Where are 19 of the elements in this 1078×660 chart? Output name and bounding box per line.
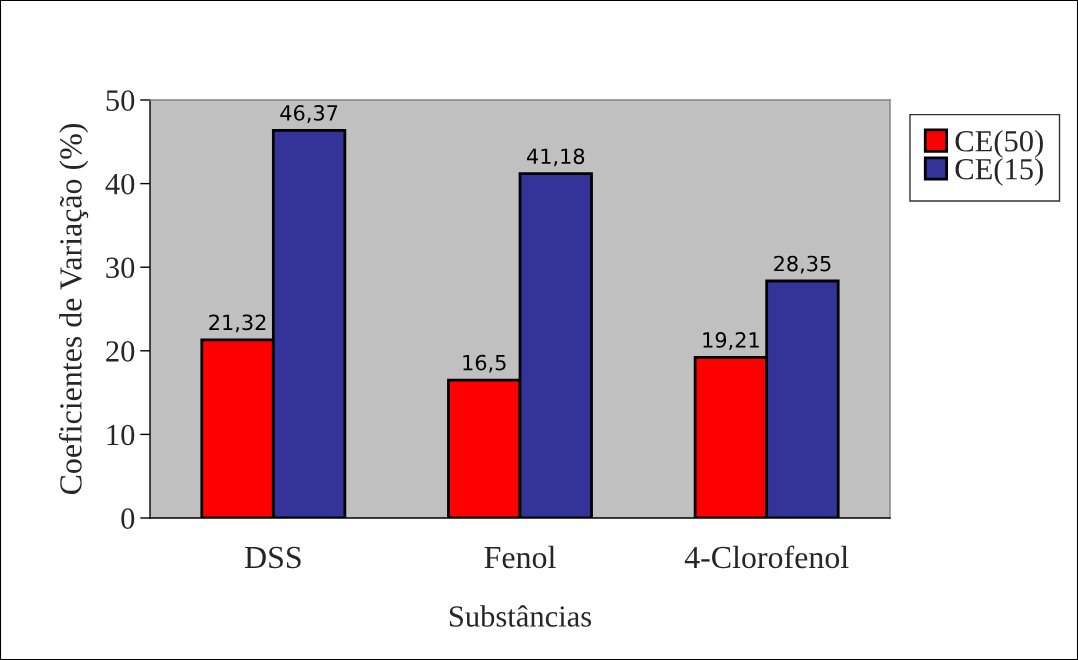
x-axis-title: Substâncias [449,605,592,627]
data-label: 16,5 [463,354,506,373]
data-label: 41,18 [526,148,585,167]
x-tick-label: DSS [244,546,301,569]
legend-label: CE(15) [955,157,1043,186]
legend-label: CE(50) [955,130,1043,158]
y-tick-label: 20 [106,341,135,362]
x-tick-label: 4-Clorofenol [684,545,849,569]
y-tick-label: 50 [106,90,135,111]
data-label: 19,21 [703,332,759,350]
data-label: 46,37 [280,105,338,123]
y-tick-label: 40 [105,173,135,195]
data-label: 21,32 [209,314,266,333]
y-axis-title: Coeficientes de Variação (%) [58,124,89,495]
y-tick-label: 30 [106,257,135,279]
y-tick-label: 10 [107,424,135,446]
y-tick-label: 0 [121,508,135,529]
data-label: 28,35 [774,255,831,274]
x-tick-label: Fenol [484,545,556,569]
